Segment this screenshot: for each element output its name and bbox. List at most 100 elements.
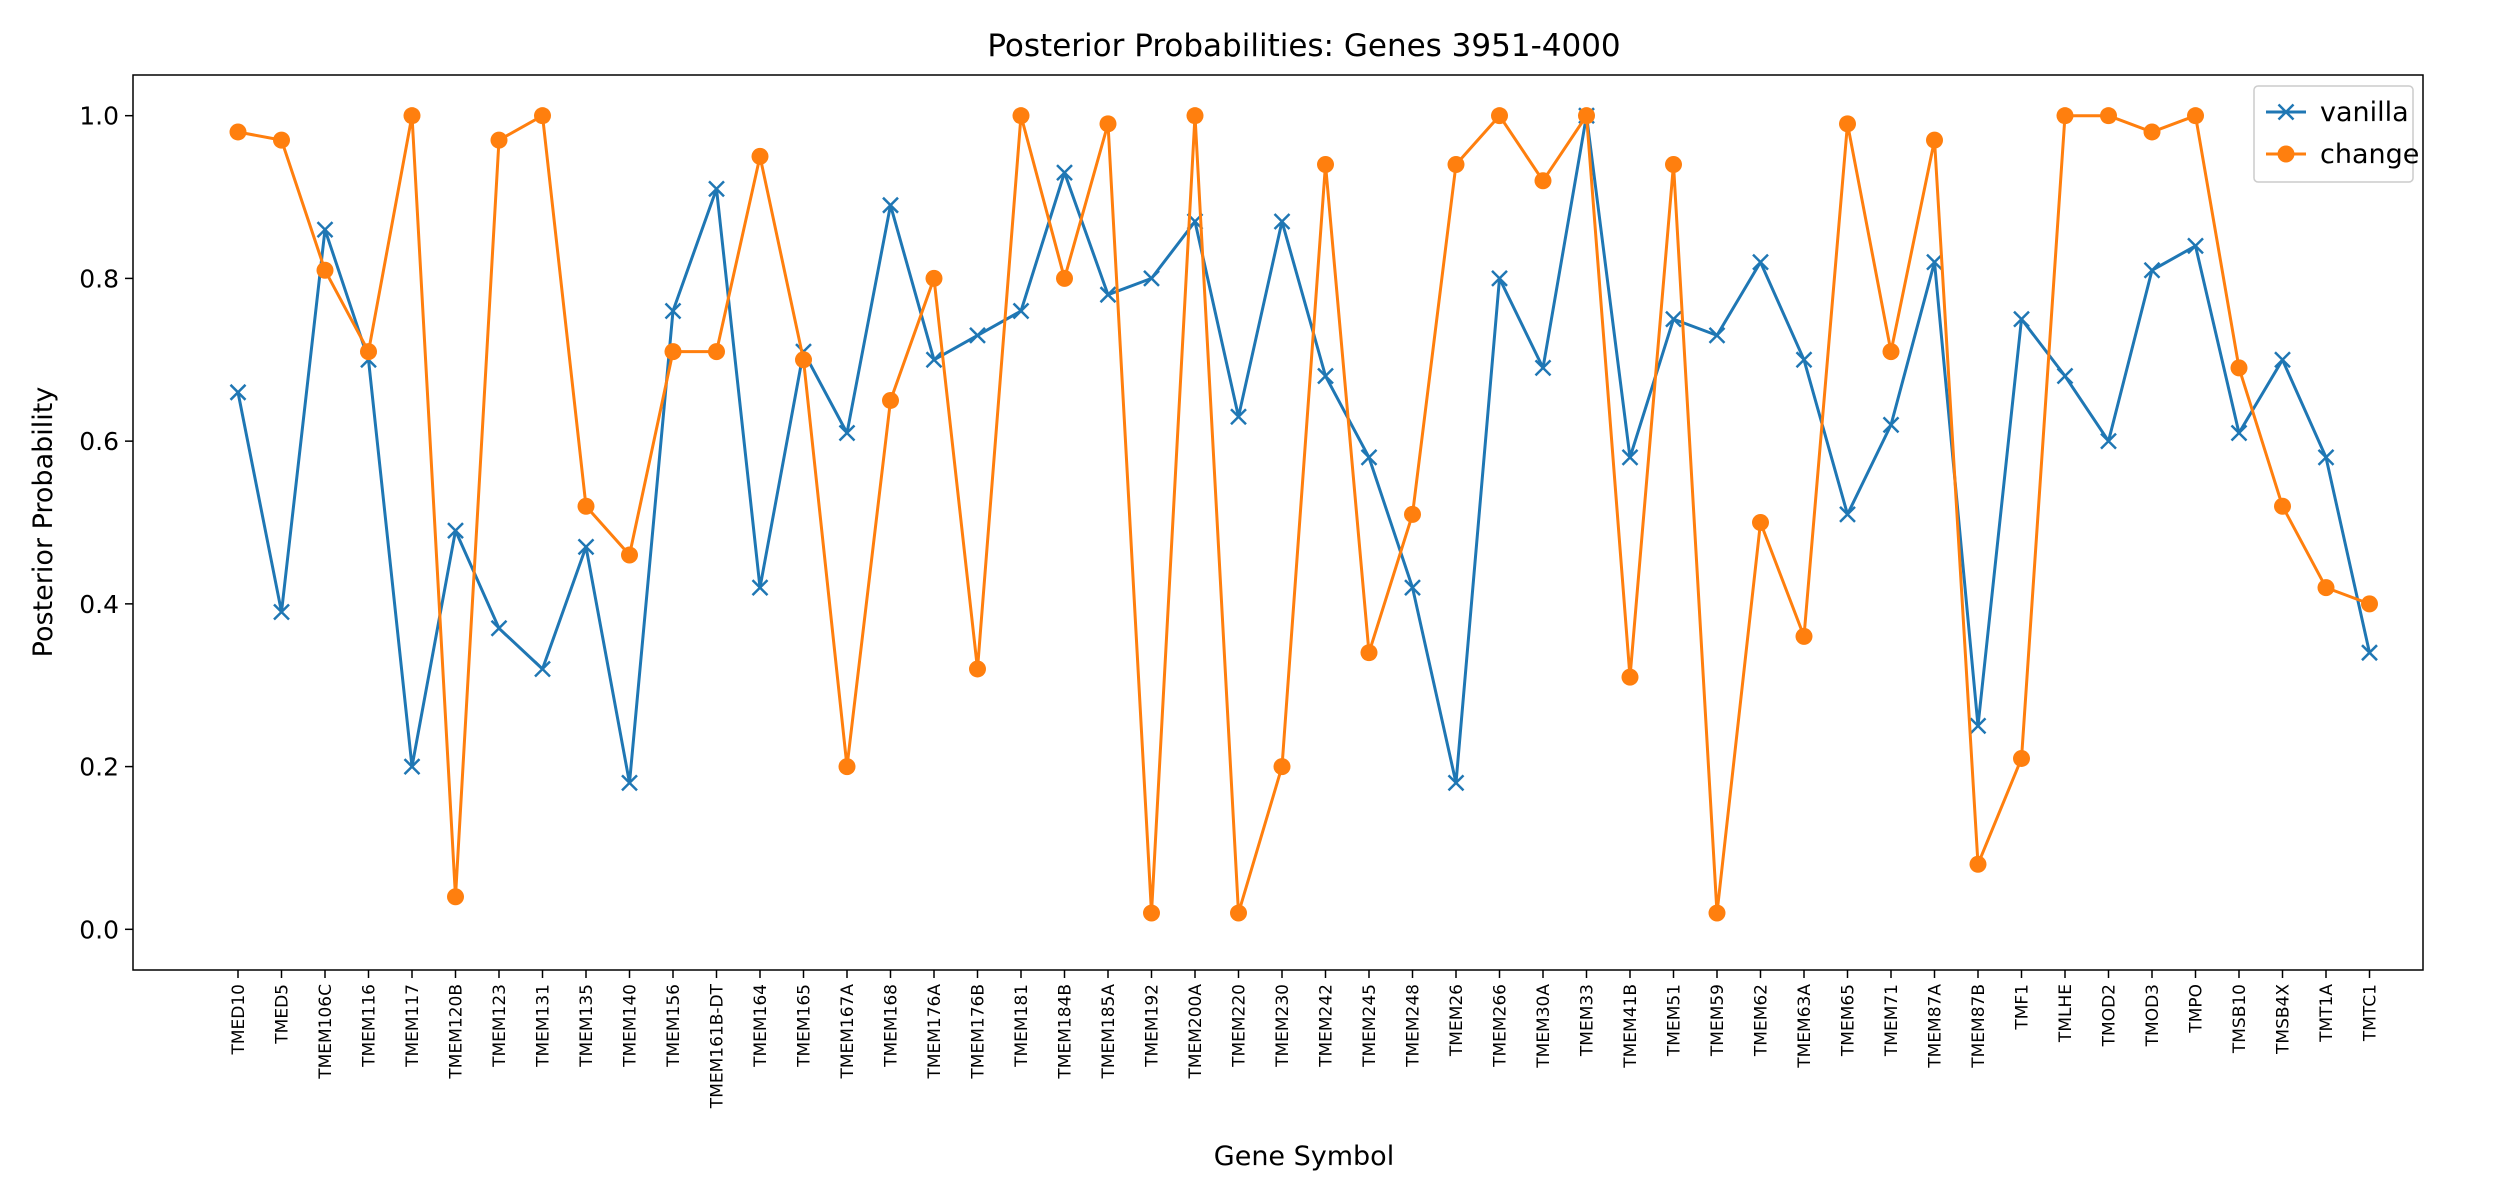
data-point-change <box>795 351 812 369</box>
data-point-change <box>1795 627 1813 645</box>
data-point-vanilla <box>229 383 247 401</box>
legend-label: change <box>2320 139 2419 170</box>
data-point-vanilla <box>1882 416 1900 434</box>
data-point-vanilla <box>1360 449 1378 466</box>
data-point-change <box>621 546 638 564</box>
data-point-vanilla <box>1012 302 1030 320</box>
data-point-change <box>2274 497 2291 515</box>
data-point-vanilla <box>273 603 290 621</box>
data-point-change <box>1447 156 1465 173</box>
legend: vanilla change <box>2253 85 2419 183</box>
x-tick-label: TMEM120B <box>447 984 467 1080</box>
x-tick-label: TMSB4X <box>2274 984 2294 1055</box>
x-tick-label: TMSB10 <box>2230 984 2250 1054</box>
x-tick-label: TMEM59 <box>1708 984 1728 1057</box>
data-point-vanilla <box>1447 774 1465 792</box>
data-point-change <box>838 758 856 776</box>
x-tick-label: TMEM106C <box>316 984 336 1080</box>
data-point-change <box>925 269 943 287</box>
series-line-change <box>237 114 2371 915</box>
data-point-change <box>1969 855 1987 873</box>
data-point-vanilla <box>1665 310 1682 328</box>
x-tick-label: TMEM71 <box>1882 984 1902 1057</box>
x-tick-label: TMEM220 <box>1230 984 1250 1068</box>
x-tick-label: TMOD2 <box>2100 984 2120 1047</box>
data-point-change <box>229 123 247 141</box>
x-tick-label: TMEM87B <box>1969 984 1989 1069</box>
chart-title: Posterior Probabilities: Genes 3951-4000 <box>987 28 1620 64</box>
data-point-change <box>577 497 595 515</box>
x-tick-label: TMEM176A <box>925 984 945 1080</box>
data-point-change <box>1273 758 1291 776</box>
data-point-vanilla <box>2143 261 2161 279</box>
y-tick-label: 0.8 <box>79 264 119 293</box>
legend-entry-vanilla: vanilla <box>2266 97 2409 128</box>
x-tick-label: TMEM116 <box>360 984 380 1068</box>
data-point-change <box>2317 579 2335 597</box>
x-tick-label: TMEM62 <box>1752 984 1772 1057</box>
x-tick-label: TMEM230 <box>1273 984 1293 1068</box>
x-tick-label: TMEM266 <box>1491 984 1511 1068</box>
data-point-vanilla <box>2013 310 2030 328</box>
x-tick-label: TMEM63A <box>1795 984 1815 1069</box>
data-point-change <box>273 131 290 149</box>
x-tick-label: TMEM176B <box>969 984 989 1080</box>
data-point-change <box>1317 156 1334 173</box>
data-point-change <box>1230 904 1247 922</box>
data-point-vanilla <box>2100 432 2117 450</box>
legend-box <box>2253 85 2414 183</box>
x-tick-label: TMOD3 <box>2143 984 2163 1047</box>
data-point-change <box>1752 514 1769 531</box>
data-point-vanilla <box>1099 286 1117 304</box>
data-point-vanilla <box>1230 408 1247 426</box>
data-point-change <box>1882 343 1900 361</box>
data-point-change <box>708 343 725 361</box>
data-point-vanilla <box>1491 270 1508 287</box>
x-tick-label: TMEM248 <box>1404 984 1424 1068</box>
data-point-vanilla <box>490 619 508 637</box>
data-point-change <box>882 391 899 409</box>
data-point-change <box>664 343 682 361</box>
data-point-change <box>2187 107 2204 125</box>
data-point-change <box>1012 107 1030 125</box>
data-point-change <box>447 888 464 906</box>
data-point-change <box>2056 107 2074 125</box>
x-tick-label: TMEM242 <box>1317 984 1337 1068</box>
data-point-vanilla <box>925 351 943 369</box>
x-tick-label: TMEM184B <box>1056 984 1076 1080</box>
data-point-change <box>534 107 551 125</box>
data-point-change <box>1708 904 1726 922</box>
data-point-vanilla <box>2274 351 2291 369</box>
x-tick-label: TMF1 <box>2013 984 2033 1031</box>
x-tick-label: TMEM165 <box>795 984 815 1068</box>
data-point-vanilla <box>751 579 769 596</box>
x-tick-label: TMEM123 <box>490 984 510 1068</box>
series-layer <box>229 107 2378 922</box>
x-tick-label: TMPO <box>2187 984 2207 1034</box>
x-tick-label: TMEM65 <box>1839 984 1859 1057</box>
data-point-change <box>1186 107 1204 125</box>
data-point-vanilla <box>2361 644 2378 662</box>
x-tick-label: TMEM181 <box>1012 984 1032 1068</box>
data-point-vanilla <box>534 660 551 678</box>
x-tick-label: TMEM168 <box>882 984 902 1068</box>
legend-label: vanilla <box>2320 97 2409 128</box>
x-tick-label: TMEM164 <box>751 984 771 1068</box>
data-point-vanilla <box>1404 579 1421 596</box>
data-point-change <box>1404 505 1421 523</box>
x-tick-label: TMEM30A <box>1534 984 1554 1069</box>
data-point-vanilla <box>1752 253 1769 271</box>
x-tick-label: TMED5 <box>273 984 293 1045</box>
data-point-vanilla <box>621 774 638 792</box>
x-tick-label: TMEM41B <box>1621 984 1641 1069</box>
x-tick-label: TMEM117 <box>403 984 423 1068</box>
x-tick-label: TMEM131 <box>534 984 554 1068</box>
data-point-change <box>2143 123 2161 141</box>
data-point-change <box>316 261 334 279</box>
y-tick-label: 0.6 <box>79 427 119 456</box>
data-point-vanilla <box>838 424 856 442</box>
x-tick-label: TMEM200A <box>1186 984 1206 1080</box>
x-tick-label: TMEM245 <box>1360 984 1380 1068</box>
data-point-vanilla <box>1926 253 1943 271</box>
x-tick-label: TMEM140 <box>621 984 641 1068</box>
